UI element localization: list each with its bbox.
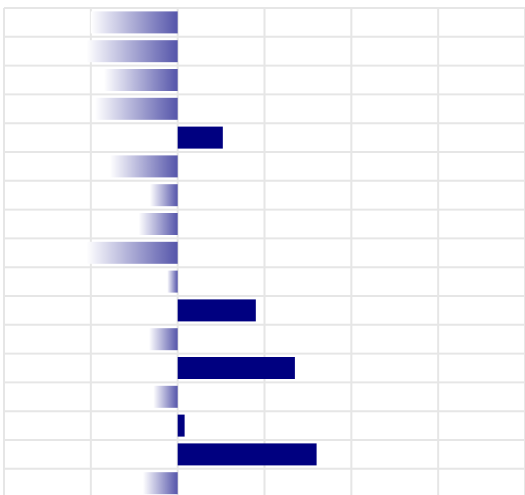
bar-negative — [109, 155, 178, 178]
bar-negative — [149, 328, 178, 351]
bar-positive — [177, 299, 256, 322]
bar-positive — [177, 357, 295, 379]
bar-negative — [95, 97, 178, 120]
bar-negative — [86, 241, 178, 264]
bar-negative — [138, 213, 178, 235]
bar-positive — [177, 126, 223, 149]
bar-negative — [86, 40, 178, 63]
bar-negative — [103, 69, 178, 91]
bar-positive — [177, 443, 317, 466]
bar-negative — [149, 184, 178, 207]
bar-negative — [167, 270, 178, 293]
bar-negative — [90, 11, 178, 34]
bar-positive — [177, 414, 185, 437]
bar-negative — [153, 385, 178, 408]
bars — [86, 11, 317, 495]
grid — [3, 7, 525, 495]
bar-negative — [142, 472, 178, 495]
